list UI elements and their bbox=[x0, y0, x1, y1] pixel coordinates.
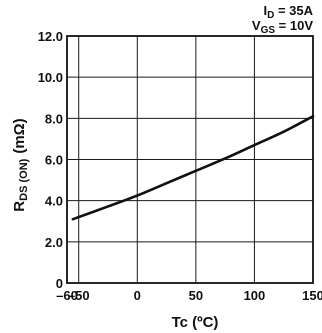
y-axis-label-main: R bbox=[11, 201, 28, 212]
y-tick-label: 12.0 bbox=[38, 29, 63, 44]
y-axis-label: RDS (ON) (mΩ) bbox=[11, 118, 30, 211]
y-tick-label: 2.0 bbox=[45, 235, 63, 250]
x-tick-label: 100 bbox=[244, 288, 266, 303]
series-line-0 bbox=[71, 114, 315, 221]
x-tick-label: 50 bbox=[189, 288, 203, 303]
plot-border bbox=[66, 35, 314, 284]
series-layer bbox=[71, 114, 315, 221]
condition-gate-voltage-value: = 10V bbox=[275, 18, 313, 33]
y-tick-label: 0 bbox=[56, 276, 63, 291]
x-tick-label: 0 bbox=[134, 288, 141, 303]
x-tick-label: –50 bbox=[68, 288, 90, 303]
condition-drain-current-value: = 35A bbox=[274, 3, 313, 18]
condition-drain-current-sub: D bbox=[267, 10, 274, 21]
plot-frame bbox=[66, 35, 314, 284]
x-tick-label: 150 bbox=[302, 288, 322, 303]
y-axis-label-sub: DS (ON) bbox=[18, 158, 30, 201]
condition-drain-current-main: I bbox=[263, 3, 267, 18]
test-conditions: ID = 35A VGS = 10V bbox=[252, 3, 314, 36]
condition-drain-current: ID = 35A bbox=[263, 3, 313, 21]
x-tick-labels: –60–50 0 50 100 150 bbox=[56, 288, 322, 303]
grid bbox=[66, 35, 314, 284]
y-tick-label: 6.0 bbox=[45, 153, 63, 168]
x-axis-label: Tc (ºC) bbox=[172, 314, 219, 331]
condition-gate-voltage-main: V bbox=[252, 18, 261, 33]
y-axis-label-unit: (mΩ) bbox=[11, 118, 28, 153]
y-tick-label: 8.0 bbox=[45, 111, 63, 126]
condition-gate-voltage-sub: GS bbox=[261, 25, 276, 36]
condition-gate-voltage: VGS = 10V bbox=[252, 18, 313, 36]
y-tick-labels: 0 2.0 4.0 6.0 8.0 10.0 12.0 bbox=[38, 29, 63, 291]
y-tick-label: 10.0 bbox=[38, 70, 63, 85]
y-tick-label: 4.0 bbox=[45, 194, 63, 209]
x-tick-label: –60 bbox=[56, 288, 78, 303]
